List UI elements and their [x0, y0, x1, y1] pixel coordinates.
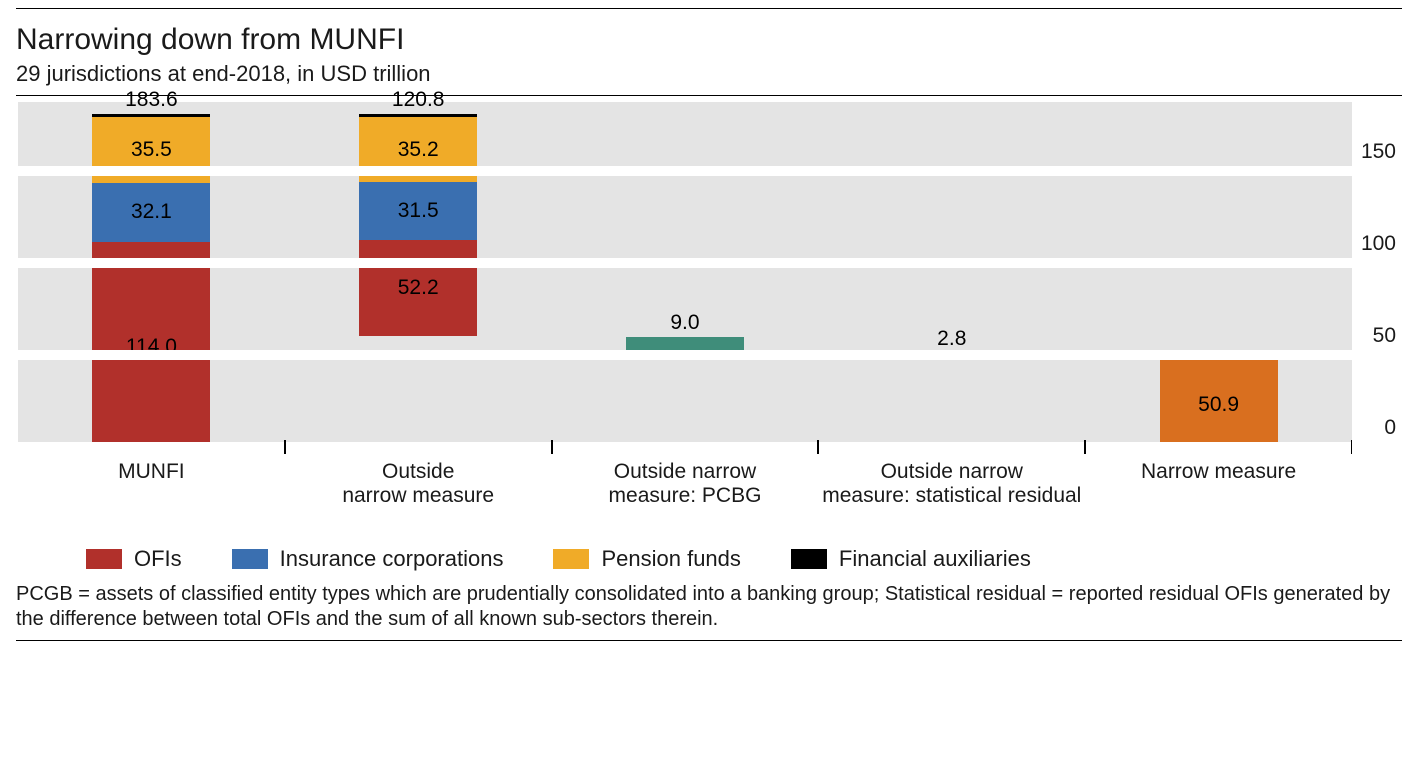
legend-swatch — [791, 549, 827, 569]
legend-label: OFIs — [134, 546, 182, 572]
x-category-label: Outside narrowmeasure: PCBG — [552, 452, 819, 532]
legend-label: Pension funds — [601, 546, 740, 572]
rule-under-title — [16, 95, 1402, 96]
y-tick-label: 150 — [1361, 140, 1396, 164]
chart-area: 183.635.532.1114.0120.835.231.552.29.02.… — [16, 102, 1402, 532]
legend: OFIs Insurance corporations Pension funds F… — [86, 546, 1402, 572]
x-category-label: MUNFI — [18, 452, 285, 532]
legend-item: Financial auxiliaries — [791, 546, 1031, 572]
legend-swatch — [553, 549, 589, 569]
rule-bottom — [16, 640, 1402, 641]
legend-item: OFIs — [86, 546, 182, 572]
x-axis-categories: MUNFIOutsidenarrow measureOutside narrow… — [18, 452, 1352, 532]
x-category-label: Outsidenarrow measure — [285, 452, 552, 532]
legend-item: Insurance corporations — [232, 546, 504, 572]
x-category-label: Outside narrowmeasure: statistical resid… — [818, 452, 1085, 532]
footnote: PCGB = assets of classified entity types… — [16, 582, 1402, 632]
legend-item: Pension funds — [553, 546, 740, 572]
y-tick-label: 0 — [1384, 416, 1396, 440]
figure-frame: Narrowing down from MUNFI 29 jurisdictio… — [0, 8, 1418, 764]
legend-swatch — [86, 549, 122, 569]
rule-top — [16, 8, 1402, 9]
legend-swatch — [232, 549, 268, 569]
y-tick-label: 100 — [1361, 232, 1396, 256]
y-tick-label: 50 — [1373, 324, 1396, 348]
legend-label: Insurance corporations — [280, 546, 504, 572]
chart-subtitle: 29 jurisdictions at end-2018, in USD tri… — [16, 61, 1402, 87]
chart-title: Narrowing down from MUNFI — [16, 23, 1402, 57]
legend-label: Financial auxiliaries — [839, 546, 1031, 572]
x-category-label: Narrow measure — [1085, 452, 1352, 532]
